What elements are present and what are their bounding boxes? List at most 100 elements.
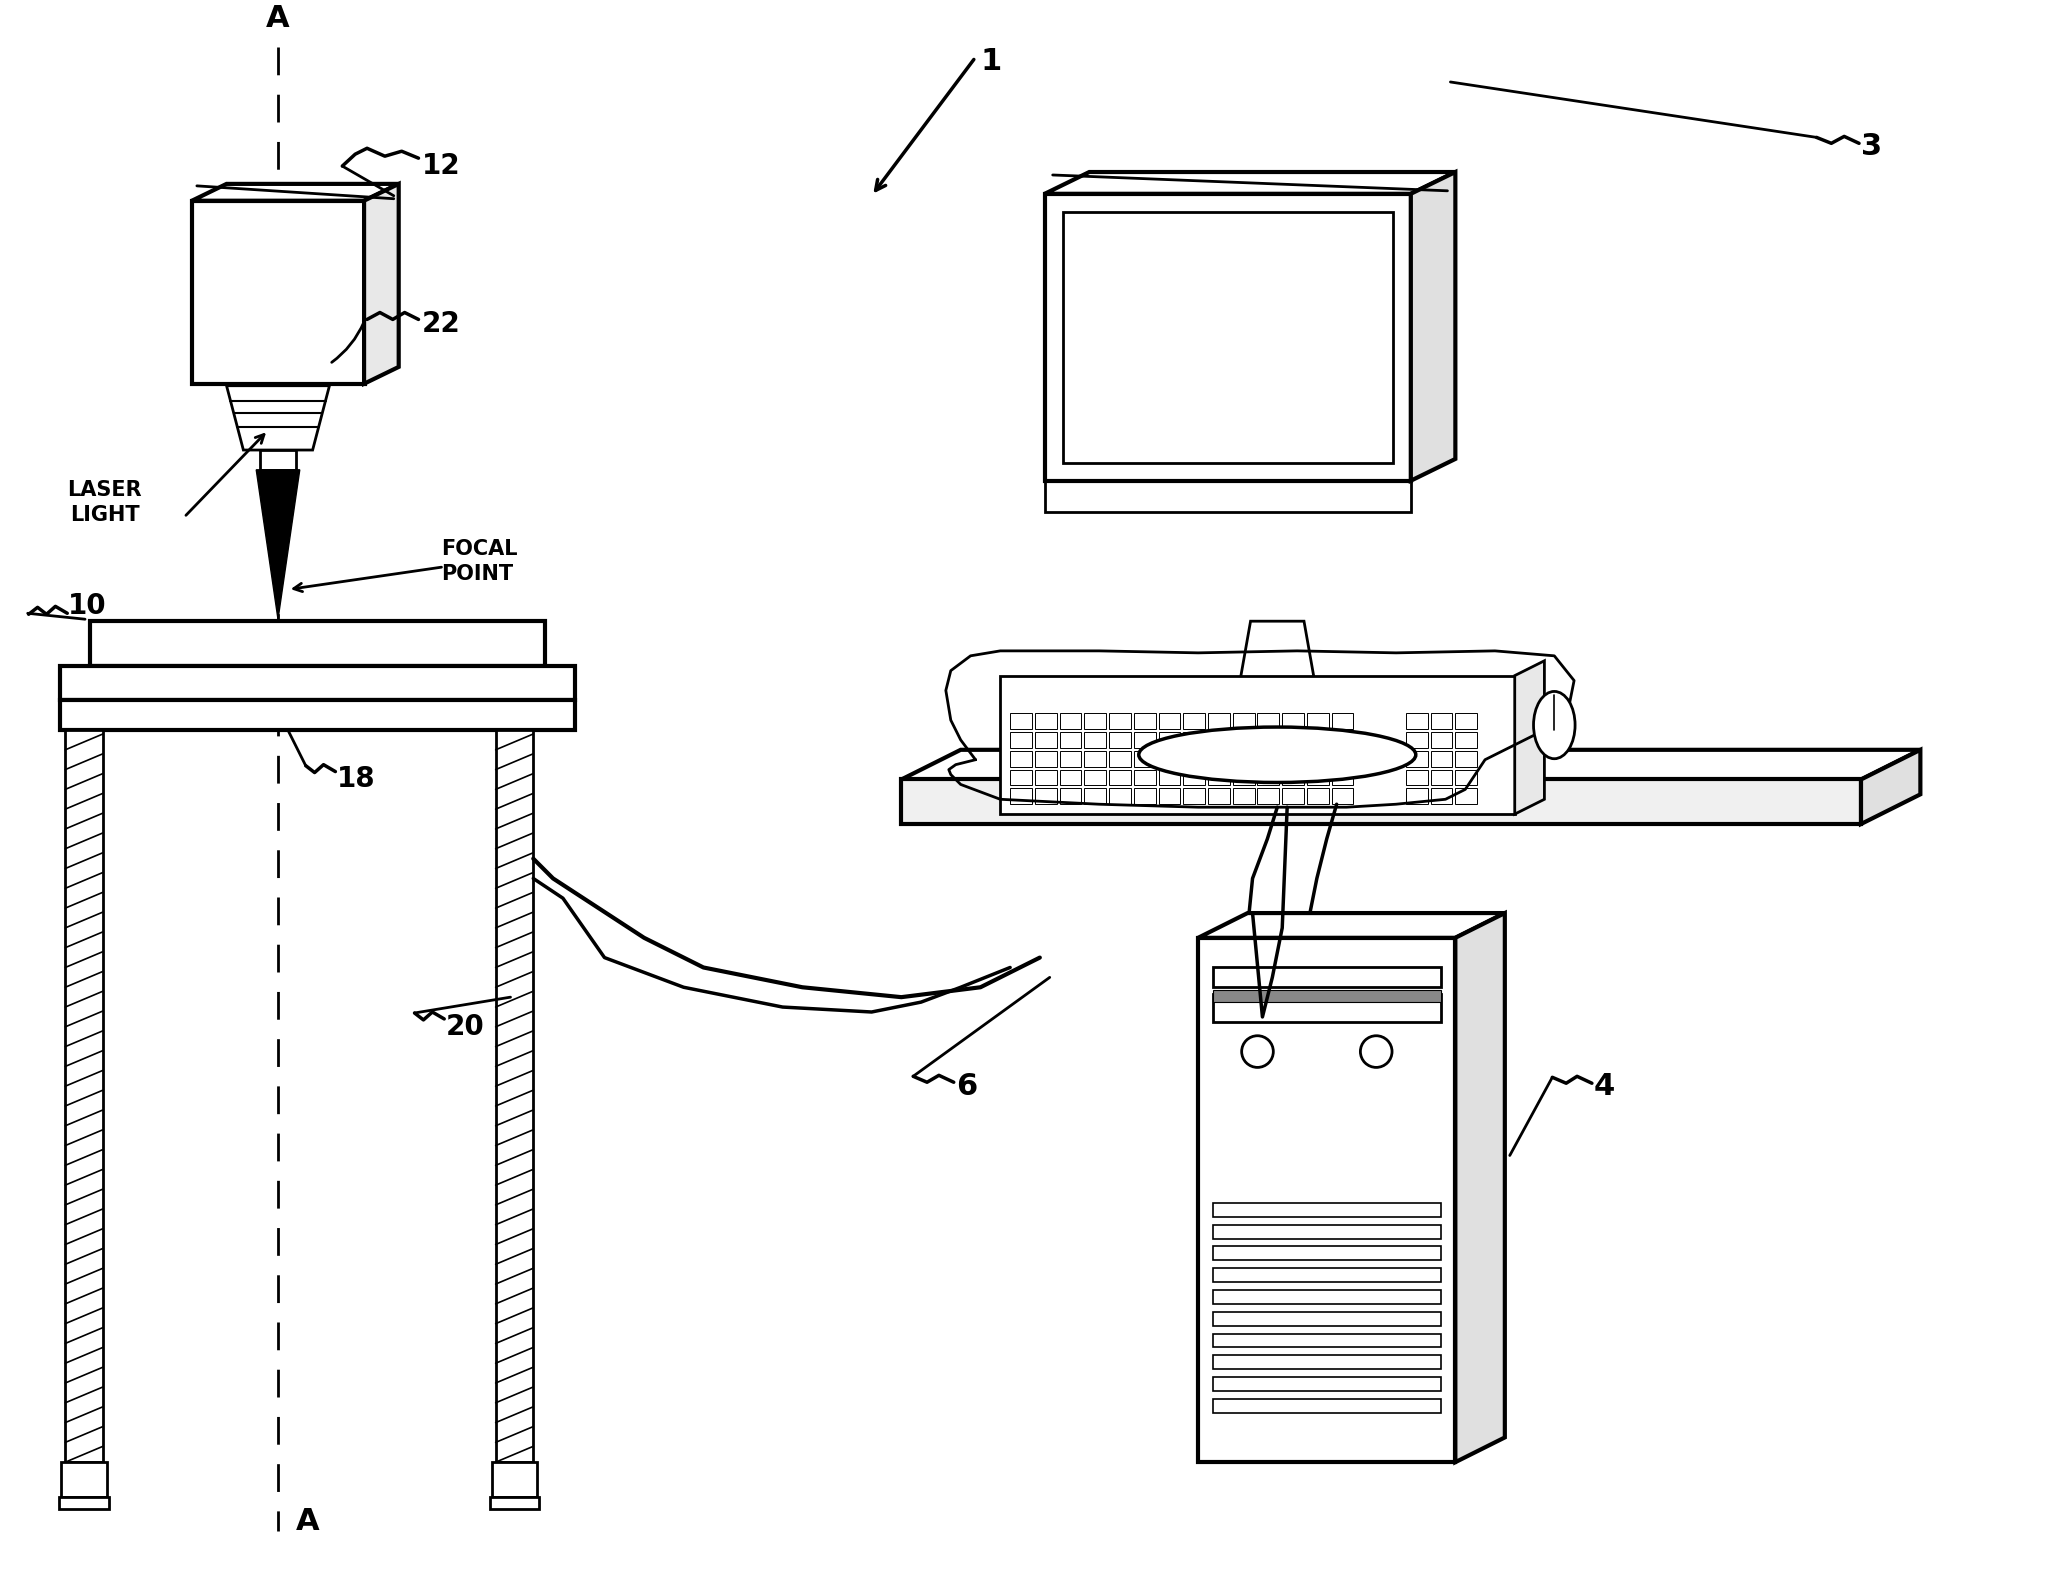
Bar [1214,968,1441,987]
Bar [1159,789,1181,804]
Bar [1134,713,1157,729]
Bar [1183,770,1206,786]
Bar [59,701,575,731]
Bar [1036,770,1056,786]
Bar [1281,732,1304,748]
Bar [1406,732,1427,748]
Bar [1197,938,1455,1463]
Bar [1257,751,1279,767]
Bar [1109,732,1130,748]
Bar [1109,713,1130,729]
Ellipse shape [1533,691,1574,759]
Polygon shape [1861,749,1920,825]
Bar [1455,770,1478,786]
Bar [1455,713,1478,729]
Bar [1214,1398,1441,1412]
Text: 20: 20 [446,1013,485,1042]
Bar [1281,789,1304,804]
Bar [1232,713,1255,729]
Bar [1134,770,1157,786]
Polygon shape [1044,171,1455,193]
Bar [90,621,545,666]
Polygon shape [1197,913,1505,938]
Bar [1333,713,1353,729]
Bar [1333,770,1353,786]
Bar [1214,990,1441,1002]
Bar [61,1463,106,1497]
Bar [1406,751,1427,767]
Bar [1134,789,1157,804]
Bar [192,201,364,383]
Bar [1214,1356,1441,1370]
Bar [1208,713,1230,729]
Polygon shape [1515,661,1543,814]
Bar [1009,751,1032,767]
Bar [1214,1246,1441,1260]
Polygon shape [1455,913,1505,1463]
Bar [260,449,297,470]
Bar [1183,713,1206,729]
Bar [1134,751,1157,767]
Bar [1214,994,1441,1021]
Bar [1214,1268,1441,1282]
Bar [1431,789,1453,804]
Bar [59,666,575,701]
Bar [1109,770,1130,786]
Text: 4: 4 [1595,1071,1615,1101]
Bar [1159,751,1181,767]
Bar [1232,751,1255,767]
Bar [1159,770,1181,786]
Bar [1306,770,1329,786]
Bar [1306,751,1329,767]
Text: FOCAL
POINT: FOCAL POINT [442,539,518,584]
Bar [1009,789,1032,804]
Bar [1208,789,1230,804]
Bar [1208,732,1230,748]
Bar [1208,770,1230,786]
Bar [1306,789,1329,804]
Bar [1281,751,1304,767]
Bar [495,731,534,1463]
Text: A: A [297,1507,319,1536]
Bar [1085,770,1105,786]
Bar [1060,789,1081,804]
Bar [1232,770,1255,786]
Polygon shape [256,470,299,619]
Bar [1431,732,1453,748]
Bar [1085,732,1105,748]
Bar [1257,789,1279,804]
Bar [1085,789,1105,804]
Text: 3: 3 [1861,132,1881,160]
Bar [1406,770,1427,786]
Bar [491,1463,536,1497]
Bar [1406,789,1427,804]
Bar [1060,732,1081,748]
Bar [1183,732,1206,748]
Polygon shape [1228,621,1326,749]
Polygon shape [901,779,1861,825]
Polygon shape [1001,676,1515,814]
Bar [1085,713,1105,729]
Bar [1062,212,1394,463]
Bar [1009,732,1032,748]
Bar [1333,732,1353,748]
Bar [1109,751,1130,767]
Bar [1333,751,1353,767]
Bar [66,731,102,1463]
Polygon shape [489,1497,538,1508]
Bar [1036,713,1056,729]
Bar [1281,770,1304,786]
Bar [1159,732,1181,748]
Bar [1214,1225,1441,1238]
Text: A: A [266,3,291,33]
Bar [1060,713,1081,729]
Text: 12: 12 [422,152,461,181]
Text: 18: 18 [338,765,377,793]
Polygon shape [227,386,330,449]
Bar [1036,732,1056,748]
Bar [1214,1290,1441,1304]
Bar [1109,789,1130,804]
Bar [1159,713,1181,729]
Bar [1232,789,1255,804]
Bar [1257,732,1279,748]
